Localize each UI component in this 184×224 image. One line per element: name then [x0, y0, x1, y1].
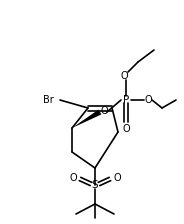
Text: Br: Br [43, 95, 54, 105]
Polygon shape [72, 110, 101, 128]
Text: P: P [123, 95, 129, 105]
Text: O: O [120, 71, 128, 81]
Text: O: O [100, 106, 108, 116]
Text: O: O [69, 173, 77, 183]
Text: O: O [122, 124, 130, 134]
Text: O: O [113, 173, 121, 183]
Text: O: O [144, 95, 152, 105]
Text: S: S [92, 180, 98, 190]
